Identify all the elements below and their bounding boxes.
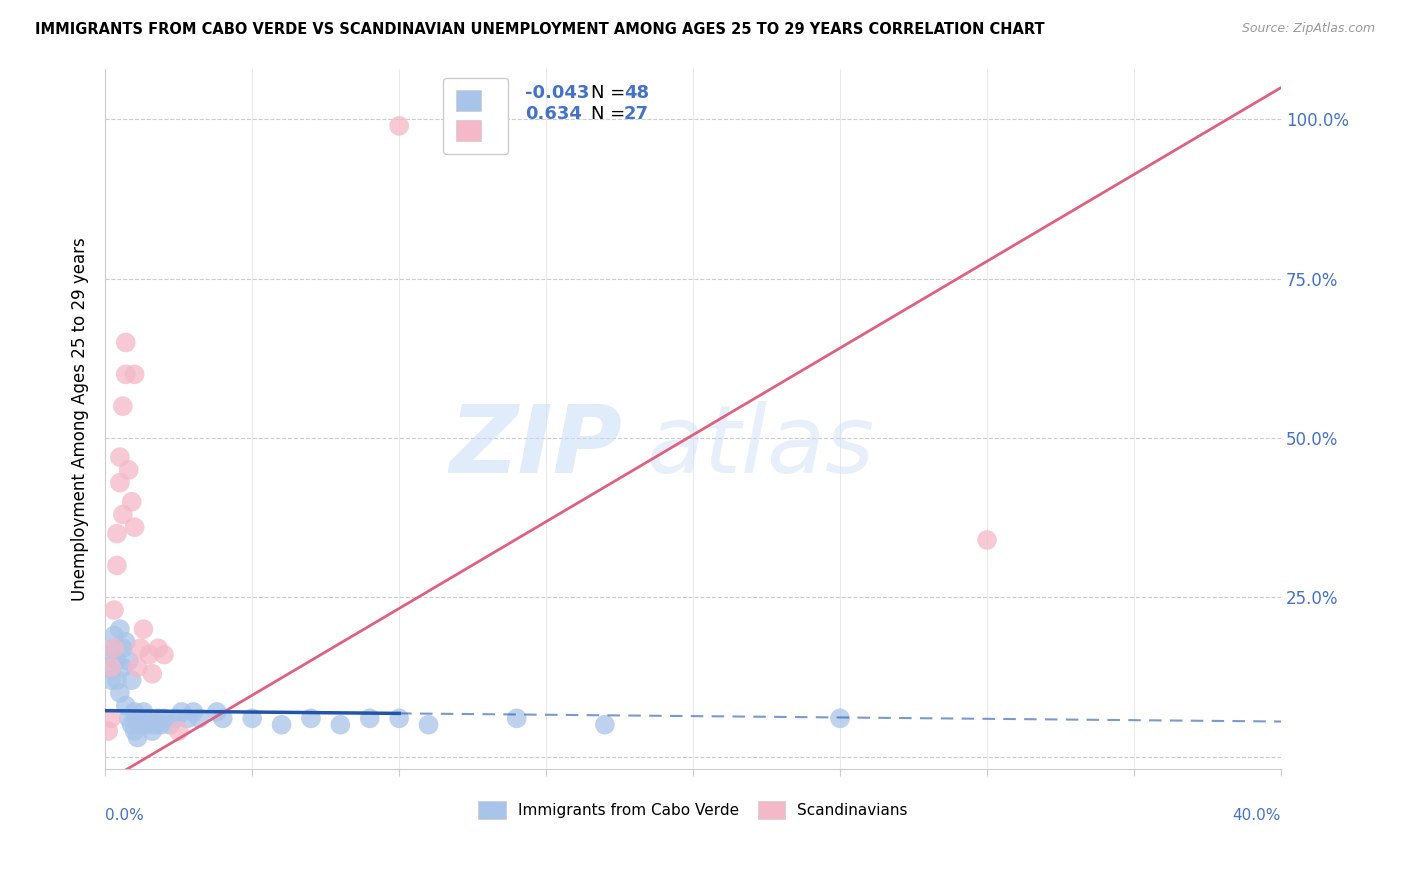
Point bbox=[124, 368, 146, 382]
Point bbox=[127, 711, 149, 725]
Point bbox=[118, 711, 141, 725]
Point bbox=[388, 711, 411, 725]
Point bbox=[114, 368, 136, 382]
Point bbox=[138, 648, 160, 662]
Point bbox=[127, 731, 149, 745]
Point bbox=[100, 673, 122, 687]
Text: 0.634: 0.634 bbox=[524, 105, 582, 123]
Point bbox=[103, 628, 125, 642]
Point bbox=[100, 711, 122, 725]
Point bbox=[270, 717, 292, 731]
Point bbox=[135, 717, 157, 731]
Point bbox=[103, 641, 125, 656]
Point bbox=[329, 717, 352, 731]
Text: N =: N = bbox=[591, 84, 631, 102]
Point bbox=[141, 724, 163, 739]
Text: R =: R = bbox=[475, 105, 520, 123]
Point bbox=[132, 622, 155, 636]
Point bbox=[103, 603, 125, 617]
Point bbox=[153, 648, 176, 662]
Point bbox=[129, 641, 152, 656]
Point bbox=[183, 705, 205, 719]
Point bbox=[388, 119, 411, 133]
Point bbox=[103, 641, 125, 656]
Point bbox=[127, 660, 149, 674]
Point bbox=[108, 622, 131, 636]
Point bbox=[976, 533, 998, 547]
Point bbox=[143, 717, 166, 731]
Point bbox=[418, 717, 440, 731]
Point bbox=[150, 717, 173, 731]
Point bbox=[146, 711, 169, 725]
Text: R =: R = bbox=[475, 84, 515, 102]
Point bbox=[205, 705, 228, 719]
Text: atlas: atlas bbox=[645, 401, 875, 492]
Text: N =: N = bbox=[591, 105, 631, 123]
Text: 40.0%: 40.0% bbox=[1233, 808, 1281, 822]
Point bbox=[828, 711, 851, 725]
Point bbox=[121, 717, 143, 731]
Text: -0.043: -0.043 bbox=[524, 84, 589, 102]
Point bbox=[124, 724, 146, 739]
Text: 0.0%: 0.0% bbox=[105, 808, 143, 822]
Point bbox=[105, 673, 128, 687]
Point bbox=[165, 711, 187, 725]
Point bbox=[506, 711, 529, 725]
Point bbox=[111, 660, 134, 674]
Point bbox=[170, 705, 193, 719]
Point bbox=[121, 673, 143, 687]
Y-axis label: Unemployment Among Ages 25 to 29 years: Unemployment Among Ages 25 to 29 years bbox=[72, 237, 89, 601]
Point bbox=[124, 705, 146, 719]
Point bbox=[593, 717, 616, 731]
Point bbox=[188, 711, 211, 725]
Point bbox=[108, 450, 131, 464]
Text: ZIP: ZIP bbox=[450, 401, 623, 493]
Point bbox=[167, 724, 190, 739]
Point bbox=[141, 666, 163, 681]
Point bbox=[159, 717, 181, 731]
Point bbox=[111, 641, 134, 656]
Text: Source: ZipAtlas.com: Source: ZipAtlas.com bbox=[1241, 22, 1375, 36]
Text: IMMIGRANTS FROM CABO VERDE VS SCANDINAVIAN UNEMPLOYMENT AMONG AGES 25 TO 29 YEAR: IMMIGRANTS FROM CABO VERDE VS SCANDINAVI… bbox=[35, 22, 1045, 37]
Point bbox=[146, 641, 169, 656]
Point bbox=[129, 717, 152, 731]
Point bbox=[114, 335, 136, 350]
Point bbox=[176, 711, 198, 725]
Point bbox=[97, 660, 120, 674]
Point bbox=[211, 711, 233, 725]
Point bbox=[121, 494, 143, 508]
Legend: Immigrants from Cabo Verde, Scandinavians: Immigrants from Cabo Verde, Scandinavian… bbox=[472, 795, 914, 825]
Point bbox=[114, 635, 136, 649]
Point bbox=[108, 475, 131, 490]
Text: 48: 48 bbox=[624, 84, 648, 102]
Point bbox=[105, 654, 128, 668]
Point bbox=[118, 654, 141, 668]
Text: 27: 27 bbox=[624, 105, 648, 123]
Point bbox=[124, 520, 146, 534]
Point bbox=[118, 463, 141, 477]
Point bbox=[97, 724, 120, 739]
Point bbox=[105, 526, 128, 541]
Point bbox=[111, 399, 134, 413]
Point bbox=[138, 711, 160, 725]
Point bbox=[100, 660, 122, 674]
Point bbox=[132, 705, 155, 719]
Point bbox=[105, 558, 128, 573]
Point bbox=[114, 698, 136, 713]
Point bbox=[108, 686, 131, 700]
Point bbox=[299, 711, 322, 725]
Point bbox=[100, 648, 122, 662]
Point bbox=[359, 711, 381, 725]
Point bbox=[111, 508, 134, 522]
Point bbox=[240, 711, 263, 725]
Point bbox=[153, 711, 176, 725]
